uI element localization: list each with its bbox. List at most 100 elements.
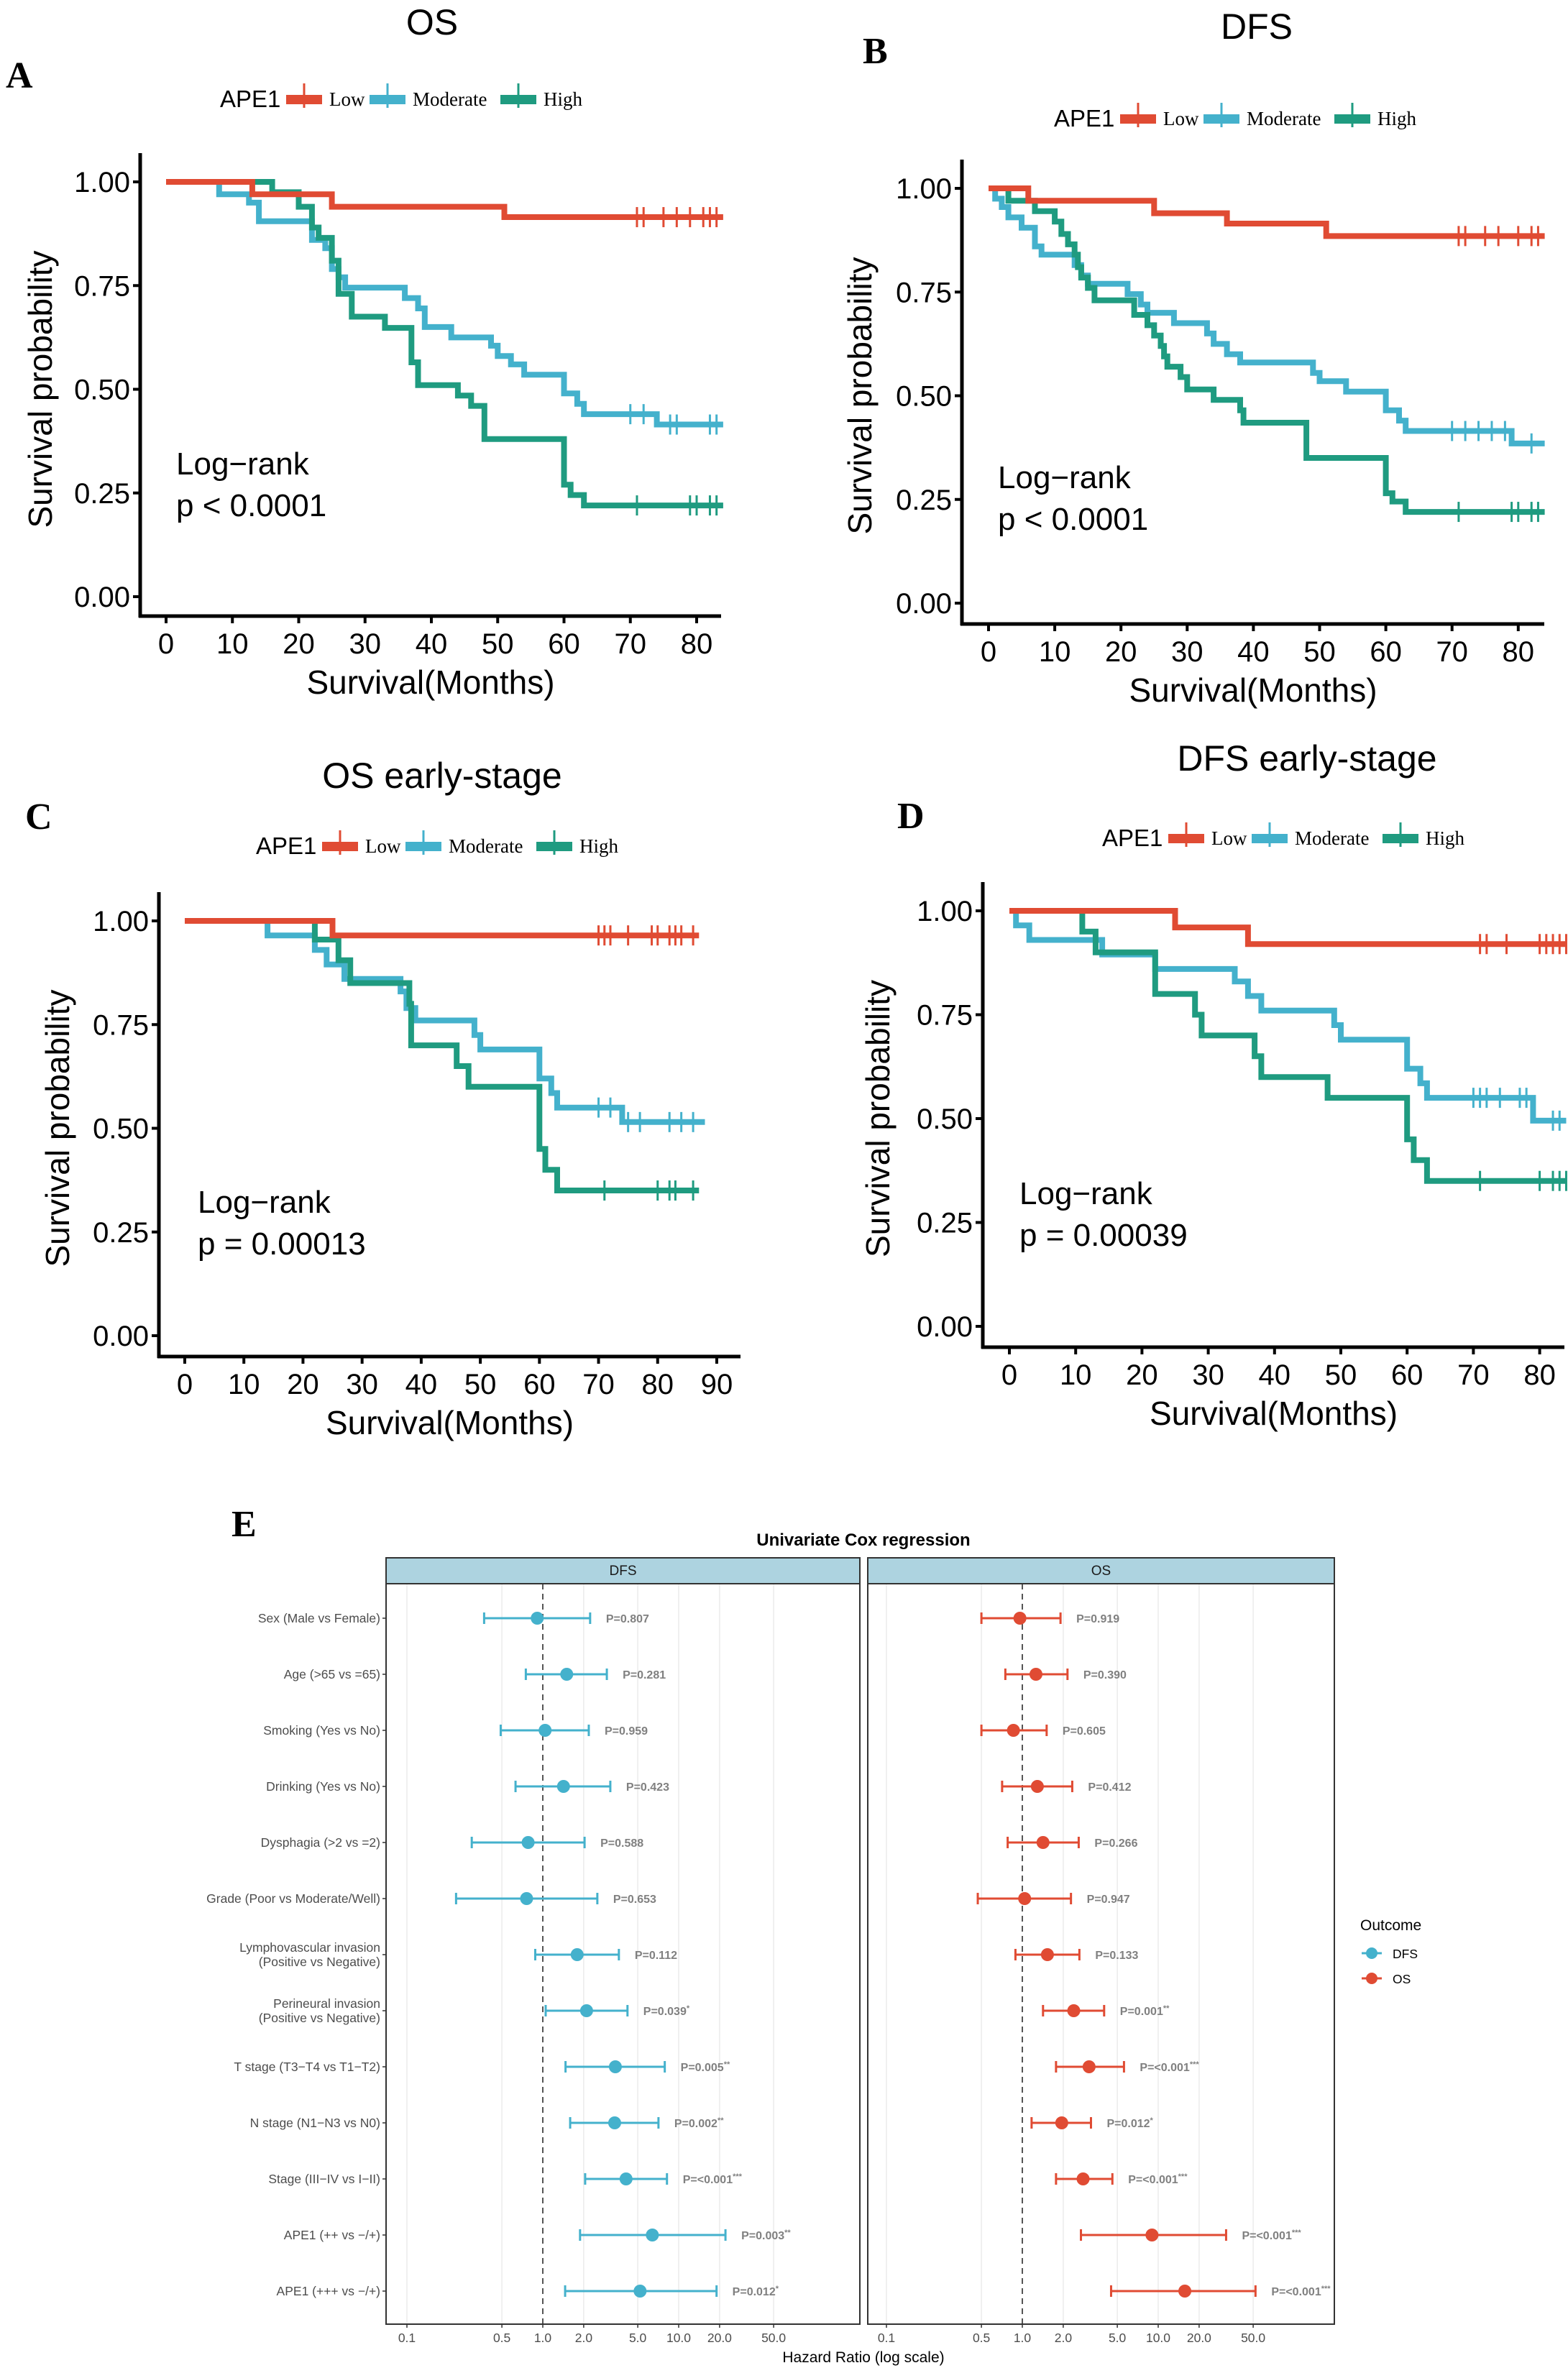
p-value-text: P=0.390 [1083,1669,1127,1681]
p-value-label: P=0.959 [605,1725,648,1738]
x-tick-label: 0.1 [398,2331,416,2345]
legend-label: High [1377,108,1417,129]
logrank-annotation: p = 0.00039 [1019,1218,1188,1253]
x-tick-label: 50 [464,1369,497,1400]
hazard-ratio-point [531,1612,544,1625]
p-value-text: P=0.919 [1076,1613,1119,1625]
significance-stars: *** [1321,2285,1331,2293]
x-tick-label: 20.0 [1187,2331,1211,2345]
x-axis-title: Survival(Months) [306,664,554,701]
x-tick-label: 0 [177,1369,193,1400]
row-label: APE1 (++ vs −/+) [284,2228,380,2242]
hazard-ratio-point [1055,2116,1068,2129]
x-tick-label: 1.0 [1014,2331,1032,2345]
legend-item-high: High [1383,822,1465,849]
panel-letter: B [863,31,888,72]
km-panel-dfs-early-stage: D DFS early-stage APE1 Low Moderate High 0.00 0… [859,738,1567,1432]
outcome-legend: Outcome DFS OS [1360,1917,1421,1986]
x-tick-label: 1.0 [534,2331,552,2345]
km-series-high [989,185,1545,523]
legend-label: OS [1393,1972,1411,1986]
legend-label: Moderate [449,835,523,857]
x-tick-label: 70 [582,1369,615,1400]
x-tick-label: 70 [1436,636,1468,668]
km-series-low [989,185,1545,247]
chart-title: Univariate Cox regression [756,1531,970,1550]
y-axis-title: Survival probability [22,250,59,528]
x-tick-label: 70 [615,628,647,660]
y-axis-title: Survival probability [859,980,897,1257]
legend-item-os: OS [1362,1972,1411,1986]
legend-label: High [1426,827,1465,849]
logrank-annotation: p < 0.0001 [998,502,1148,537]
p-value-label: P=<0.001*** [1271,2285,1331,2298]
legend: APE1 Low Moderate High [220,83,583,112]
p-value-label: P=0.012* [733,2285,779,2298]
legend-label: Low [1211,827,1247,849]
forest-row: P=0.001** [1042,2004,1170,2018]
row-label: N stage (N1−N3 vs N0) [250,2116,380,2130]
forest-row: P=0.412 [1001,1780,1132,1794]
forest-row: P=0.959 [499,1724,648,1738]
forest-row: P=0.653 [454,1892,656,1906]
p-value-text: P=0.653 [613,1894,656,1906]
p-value-label: P=0.281 [623,1669,666,1681]
row-label: (Positive vs Negative) [259,2011,380,2025]
logrank-annotation: Log−rank [198,1185,331,1220]
forest-row: P=0.807 [482,1612,649,1625]
p-value-label: P=<0.001*** [1128,2172,1188,2186]
x-axis-title: Survival(Months) [326,1404,574,1441]
x-tick-label: 0 [158,628,174,660]
facet-os: 0.1 0.5 1.0 2.0 5.0 10.0 20.0 50.0 OS P=0.919 P=0.… [867,1557,1335,2345]
facet-strip-label: OS [1091,1564,1111,1579]
p-value-text: P=<0.001 [1140,2062,1190,2074]
km-series-high [166,179,723,516]
hazard-ratio-point [1082,2060,1096,2073]
p-value-text: P=0.133 [1095,1950,1138,1962]
x-tick-label: 60 [1370,636,1402,668]
y-axis-title: Survival probability [841,257,879,534]
x-tick-label: 40 [416,628,448,660]
forest-row: P=0.039* [544,2004,690,2018]
x-tick-label: 0.5 [973,2331,990,2345]
row-label: (Positive vs Negative) [259,1955,380,1969]
survival-curve-moderate [185,918,705,1125]
x-tick-label: 80 [642,1369,674,1400]
hazard-ratio-point [1178,2285,1192,2298]
p-value-label: P=0.588 [600,1837,643,1850]
legend-title: APE1 [220,86,280,112]
y-tick-label: 1.00 [917,896,973,927]
significance-stars: ** [717,2116,724,2125]
y-tick-label: 0.00 [74,582,130,613]
p-value-text: P=0.012 [733,2286,776,2298]
p-value-text: P=0.002 [674,2118,717,2130]
x-tick-label: 50.0 [761,2331,786,2345]
legend-label: DFS [1393,1947,1418,1961]
legend-item-moderate: Moderate [405,830,523,857]
facet-strip [867,1557,1335,1584]
forest-row: P=0.588 [470,1836,643,1850]
x-tick-label: 0 [1001,1359,1017,1391]
p-value-text: P=<0.001 [1128,2174,1178,2186]
chart-title: OS early-stage [322,756,561,796]
row-label: Lymphovascular invasion [239,1940,380,1955]
y-tick-label: 0.75 [896,277,952,308]
p-value-label: P=0.390 [1083,1669,1127,1681]
survival-curve-low [166,179,723,220]
x-tick-label: 20 [287,1369,319,1400]
p-value-text: P=0.588 [600,1837,643,1850]
legend-item-dfs: DFS [1362,1947,1418,1961]
p-value-label: P=<0.001*** [1242,2229,1301,2242]
p-value-label: P=0.112 [635,1950,677,1962]
survival-curve-high [989,185,1545,515]
y-tick-label: 1.00 [74,167,130,198]
hazard-ratio-point [1076,2172,1090,2185]
hazard-ratio-point [1007,1724,1020,1737]
km-series-low [166,179,723,228]
survival-curve-moderate [989,185,1545,446]
p-value-text: P=0.423 [626,1781,669,1794]
significance-stars: * [687,2004,690,2013]
logrank-annotation: p = 0.00013 [198,1226,366,1262]
row-label: Sex (Male vs Female) [258,1611,380,1625]
x-tick-label: 50 [482,628,514,660]
